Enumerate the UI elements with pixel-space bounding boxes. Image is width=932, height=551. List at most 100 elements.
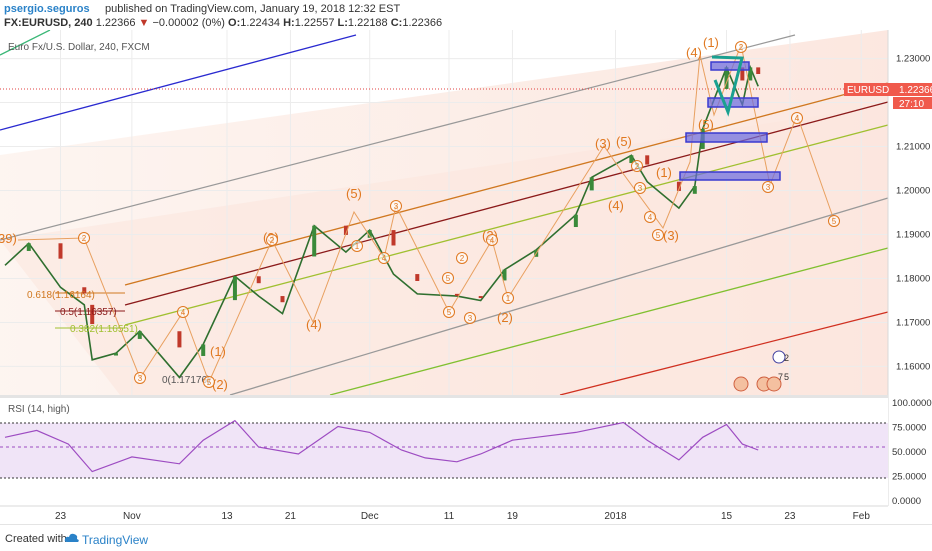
wave-label: (1) — [656, 165, 672, 180]
circled-marker — [486, 234, 498, 246]
pane-separator[interactable] — [0, 395, 888, 398]
circled-marker — [456, 252, 468, 264]
rsi-band — [0, 423, 888, 478]
fib-label-618: 0.618(1.16164) — [27, 290, 95, 301]
fib-labels: 0.618(1.16164) 0.5(1.16357) 0.382(1.1655… — [27, 290, 210, 386]
zone-box-2 — [707, 97, 759, 108]
candle-body — [645, 155, 650, 165]
time-tick-label: 23 — [784, 511, 796, 522]
circled-marker — [735, 41, 747, 53]
wave-labels: 39) (2) (3) (4) (5) (1) (2) (2) (3) (4) … — [0, 35, 719, 392]
candle-body — [367, 230, 372, 238]
wave-label: (3) — [663, 228, 679, 243]
circled-marker — [390, 200, 402, 212]
tradingview-brand[interactable]: TradingView — [82, 533, 149, 547]
circled-marker — [652, 229, 664, 241]
wave-label: (1) — [210, 344, 226, 359]
price-tick-label: 1.17000 — [896, 317, 930, 328]
symbol-tag-text: EURUSD — [847, 85, 889, 96]
circled-marker — [351, 240, 363, 252]
candle-body — [201, 344, 206, 356]
time-tick-label: Nov — [123, 511, 141, 522]
open-label: O: — [228, 17, 241, 29]
circled-marker-label: 3 — [138, 374, 143, 383]
candle-body — [391, 230, 396, 246]
candle-body — [589, 177, 594, 191]
tradingview-cloud-icon — [64, 533, 79, 542]
zone-box-1 — [710, 61, 750, 71]
candle-body — [724, 67, 729, 89]
teal-pattern — [711, 55, 744, 117]
author-link[interactable]: psergio.seguros — [4, 3, 90, 15]
circled-marker — [828, 215, 840, 227]
candle-body — [756, 67, 761, 74]
circled-marker — [203, 376, 215, 388]
wave-label: (4) — [686, 45, 702, 60]
circled-marker — [177, 306, 189, 318]
circled-marker-label: 5 — [207, 378, 212, 387]
trendline-blue — [0, 34, 357, 131]
circled-marker-label: 2 — [82, 234, 87, 243]
countdown-tag — [893, 97, 932, 109]
wave-label: (4) — [608, 198, 624, 213]
time-tick-label: 11 — [444, 511, 455, 522]
trendline-orange — [124, 82, 889, 286]
time-axis-ticks: 23 Nov 13 21 Dec 11 19 2018 15 23 Feb — [55, 511, 870, 522]
price-tick-label: 1.16000 — [896, 361, 930, 372]
symbol-label: FX:EURUSD, 240 — [4, 17, 93, 29]
wave-label: (2) — [497, 310, 513, 325]
circled-marker — [134, 372, 146, 384]
published-text: published on TradingView.com, January 19… — [105, 3, 401, 15]
price-tick-label: 1.21000 — [896, 142, 930, 153]
circled-marker-label: 2 — [739, 43, 744, 52]
fib-label-382: 0.382(1.16551) — [70, 324, 138, 335]
wave-label: (5) — [616, 134, 632, 149]
time-axis[interactable] — [0, 506, 932, 524]
candle-body — [415, 274, 420, 281]
candle-body — [114, 353, 118, 356]
badge-count-2: 7 — [778, 372, 783, 382]
time-tick-label: 2018 — [604, 511, 627, 522]
candle-body — [343, 225, 348, 235]
trendline-green-lower — [329, 247, 889, 396]
circled-marker — [442, 272, 454, 284]
price-series-line — [4, 64, 759, 379]
time-tick-label: 21 — [285, 511, 297, 522]
circled-marker — [502, 292, 514, 304]
circled-marker-label: 5 — [656, 231, 661, 240]
candle-body — [676, 181, 681, 191]
circled-marker-label: 4 — [648, 213, 653, 222]
rsi-title: RSI (14, high) — [8, 404, 70, 415]
close-value: 1.22366 — [402, 17, 443, 29]
circled-marker — [266, 234, 278, 246]
rsi-tick-label: 25.0000 — [892, 472, 926, 483]
circled-marker-label: 1 — [355, 242, 360, 251]
rsi-series-line — [4, 419, 759, 473]
candle-body — [232, 276, 237, 301]
circled-marker-label: 3 — [468, 314, 473, 323]
close-label: C: — [390, 17, 403, 29]
chart-canvas[interactable]: 39) (2) (3) (4) (5) (1) (2) (2) (3) (4) … — [0, 30, 932, 524]
rsi-axis-ticks: 100.0000 75.0000 50.0000 25.0000 0.0000 — [892, 398, 932, 507]
candle-body — [502, 269, 507, 281]
time-tick-label: 23 — [55, 511, 67, 522]
candle-body — [312, 225, 317, 257]
circled-marker — [378, 252, 390, 264]
symbol-price-tag — [844, 83, 932, 96]
event-badges: 2 7 5 — [733, 350, 789, 392]
wave-label: (2) — [212, 377, 228, 392]
circled-marker-label: 4 — [382, 254, 387, 263]
circled-marker-label: 3 — [766, 183, 771, 192]
wave-label: 39) — [0, 231, 17, 246]
trendline-green-top — [0, 30, 51, 56]
wave-label: (5) — [346, 186, 362, 201]
price-tick-label: 1.19000 — [896, 229, 930, 240]
open-value: 1.22434 — [240, 17, 281, 29]
circled-marker-label: 4 — [795, 114, 800, 123]
circled-marker-label: 4 — [490, 236, 495, 245]
wave-label: (5) — [698, 117, 714, 132]
zone-box-3 — [685, 132, 768, 143]
price-axis[interactable] — [888, 30, 932, 506]
circled-marker-label: 2 — [635, 162, 640, 171]
footer: Created with TradingView — [0, 524, 932, 551]
